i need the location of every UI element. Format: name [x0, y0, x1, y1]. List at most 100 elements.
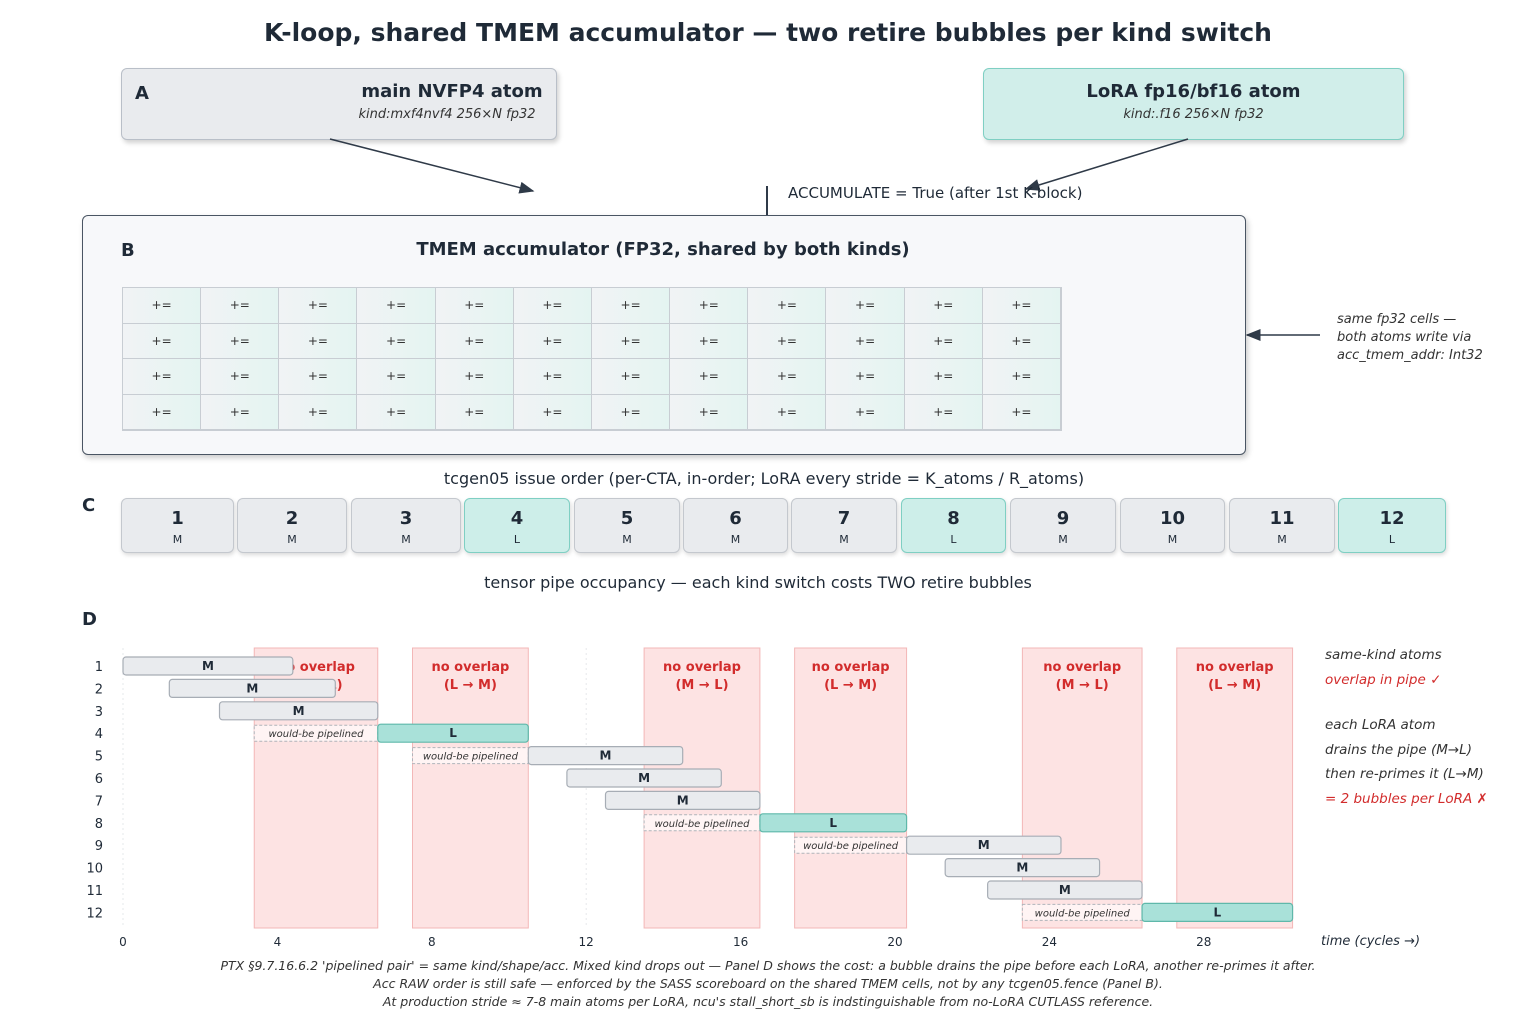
atom-bar-label: M [677, 793, 689, 807]
would-be-pipelined-slot [412, 747, 529, 765]
footer-line-2: Acc RAW order is still safe — enforced b… [373, 976, 1163, 991]
lora-atom-box: LoRA fp16/bf16 atom kind:.f16 256×N fp32 [983, 68, 1404, 140]
row-label: 11 [86, 884, 103, 899]
issue-chip-number: 1 [171, 508, 184, 529]
tmem-cell: += [748, 288, 827, 324]
x-tick-label: 0 [119, 935, 127, 949]
tmem-cell: += [591, 394, 671, 430]
x-tick-label: 8 [428, 935, 436, 949]
main-atom-bar [122, 656, 294, 676]
issue-chip-kind: L [513, 533, 521, 546]
legend-line-1: same-kind atoms [1325, 647, 1442, 663]
tmem-cell: += [670, 288, 749, 324]
tmem-cell: += [826, 323, 905, 359]
tmem-cell: += [357, 323, 436, 359]
x-tick-label: 24 [1042, 935, 1057, 949]
row-label: 2 [95, 682, 103, 697]
issue-chip-kind: M [172, 533, 183, 546]
tmem-cell: += [826, 359, 905, 395]
accumulate-label: ACCUMULATE = True (after 1st K-block) [788, 184, 1083, 202]
tmem-cell: += [123, 323, 202, 359]
tmem-cell: += [123, 394, 202, 430]
bubble-label: no overlap [663, 660, 741, 675]
tmem-cell: += [670, 394, 749, 430]
tmem-cell: += [279, 394, 358, 430]
bubble-sublabel: (M → L) [675, 678, 728, 693]
side-note-line-3: acc_tmem_addr: Int32 [1337, 348, 1483, 363]
issue-chip-number: 10 [1159, 508, 1186, 529]
issue-chip: 10 M [1120, 498, 1225, 553]
tmem-cell: += [748, 394, 827, 430]
occupancy-label: tensor pipe occupancy — each kind switch… [484, 573, 1032, 592]
main-atom-bar [566, 768, 722, 788]
tmem-cell: += [748, 323, 827, 359]
legend-line-5: then re-primes it (L→M) [1325, 766, 1484, 782]
tmem-cell: += [513, 323, 592, 359]
tmem-cell: += [279, 323, 358, 359]
issue-chip-number: 3 [399, 508, 413, 529]
atom-bar-label: L [449, 726, 457, 740]
main-atom-bar [604, 790, 761, 811]
atom-bar-label: M [638, 771, 650, 785]
issue-chip-kind: M [730, 533, 741, 546]
tmem-cell: += [201, 323, 280, 359]
row-label: 12 [86, 906, 103, 921]
x-tick-label: 12 [579, 935, 594, 949]
tmem-cell: += [904, 394, 983, 430]
tmem-cell: += [279, 288, 358, 324]
bubble-sublabel: (L → M) [444, 678, 497, 693]
page-title: K-loop, shared TMEM accumulator — two re… [264, 18, 1272, 47]
issue-chip-number: 12 [1379, 508, 1405, 529]
would-be-pipelined-slot [643, 814, 761, 832]
bubble-sublabel: (L → M) [824, 678, 877, 693]
atom-bar-label: M [246, 681, 258, 695]
main-atom-bar [987, 880, 1143, 900]
panel-a-letter: A [135, 83, 149, 104]
tmem-side-note: same fp32 cells — both atoms write via a… [1337, 311, 1483, 365]
issue-order-label: tcgen05 issue order (per-CTA, in-order; … [443, 469, 1085, 488]
tmem-grid: += += += += += += += += += += += += += += += += += += += +=… [122, 287, 1062, 431]
issue-chip: 11 M [1229, 498, 1335, 553]
retire-bubble [1176, 647, 1294, 929]
bubble-sublabel: (L → M) [1208, 678, 1261, 693]
issue-chip-kind: M [401, 533, 411, 546]
would-be-pipelined-slot [794, 836, 908, 854]
panel-b-letter: B [121, 240, 135, 261]
atom-bar-label: L [1213, 905, 1221, 919]
atom-bar-label: M [1016, 861, 1028, 875]
issue-chip-number: 6 [729, 508, 742, 529]
tmem-cell: += [357, 359, 436, 395]
row-label: 3 [95, 705, 103, 720]
legend-line-2: overlap in pipe ✓ [1325, 671, 1442, 688]
bubble-label: no overlap [277, 660, 355, 675]
issue-chip-kind: M [1167, 533, 1178, 546]
issue-chip-kind: M [1058, 533, 1068, 546]
main-atom-title: main NVFP4 atom [361, 81, 543, 102]
row-label: 4 [95, 727, 103, 742]
issue-chip-kind: M [622, 533, 632, 546]
legend-line-6: = 2 bubbles per LoRA ✗ [1325, 790, 1488, 807]
lora-atom-bar [1141, 902, 1294, 923]
tmem-cell: += [826, 288, 905, 324]
lora-atom-sub: kind:.f16 256×N fp32 [1123, 107, 1264, 122]
row-label: 5 [95, 750, 103, 765]
tmem-cell: += [982, 394, 1061, 430]
tmem-cell: += [670, 359, 749, 395]
legend-line-3: each LoRA atom [1325, 717, 1436, 733]
tmem-cell: += [201, 394, 280, 430]
tmem-cell: += [591, 288, 671, 324]
row-label: 8 [95, 817, 103, 832]
x-axis-label: time (cycles →) [1321, 934, 1421, 949]
main-atom-arrow [329, 138, 535, 194]
retire-bubble [643, 647, 761, 929]
tmem-title: TMEM accumulator (FP32, shared by both k… [416, 239, 910, 260]
tmem-cell: += [904, 323, 983, 359]
atom-bar-label: M [978, 838, 990, 852]
tmem-cell: += [435, 323, 514, 359]
bubble-label: no overlap [1043, 660, 1121, 675]
lora-atom-bar [377, 723, 529, 743]
